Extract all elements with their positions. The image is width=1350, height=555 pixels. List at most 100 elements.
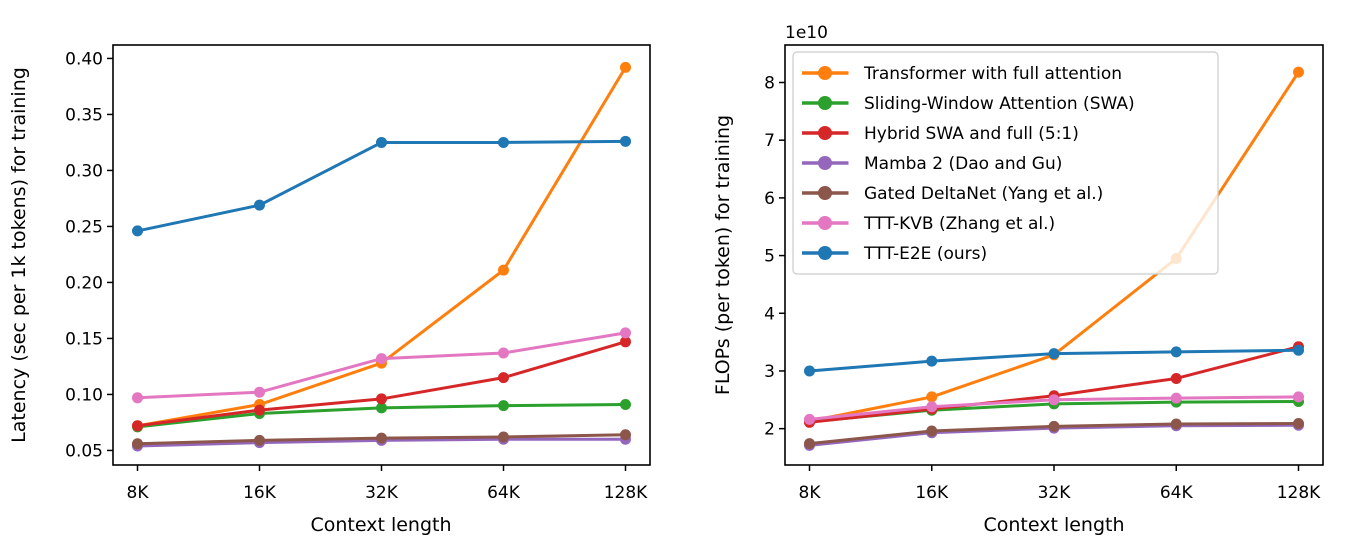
y-tick-label: 8	[764, 74, 775, 94]
series-marker	[804, 413, 815, 425]
legend-item-label: Hybrid SWA and full (5:1)	[864, 124, 1079, 144]
series-marker	[498, 372, 509, 384]
series-marker	[132, 225, 143, 237]
y-tick-label: 5	[764, 247, 775, 267]
series-marker	[498, 136, 509, 148]
y-tick-label: 2	[764, 420, 775, 440]
series-marker	[926, 391, 938, 403]
legend-item: TTT-KVB (Zhang et al.)	[802, 214, 1055, 234]
legend-item: Mamba 2 (Dao and Gu)	[802, 154, 1062, 174]
y-tick-label: 7	[764, 131, 775, 151]
series-marker	[1170, 392, 1182, 404]
x-tick-label: 16K	[243, 483, 277, 503]
series-marker	[804, 438, 815, 450]
y-tick-label: 0.10	[65, 385, 103, 405]
legend-item: Sliding-Window Attention (SWA)	[802, 94, 1135, 114]
series-marker	[132, 420, 143, 432]
legend-item: TTT-E2E (ours)	[802, 244, 987, 264]
series-marker	[498, 347, 509, 359]
y-tick-label: 0.40	[65, 49, 103, 69]
legend-item-label: TTT-KVB (Zhang et al.)	[863, 214, 1055, 234]
series-marker	[1293, 391, 1304, 403]
series-marker	[132, 392, 143, 404]
y-axis-offset-text: 1e10	[785, 23, 828, 43]
series-marker	[1293, 66, 1304, 78]
series-marker	[804, 365, 815, 377]
series-marker	[498, 400, 509, 412]
right-y-axis-label: FLOPs (per token) for training	[712, 115, 734, 395]
series-marker	[376, 432, 387, 444]
legend-item: Gated DeltaNet (Yang et al.)	[802, 184, 1103, 204]
legend-item: Hybrid SWA and full (5:1)	[802, 124, 1079, 144]
plot-frame	[112, 44, 651, 466]
series-marker	[376, 353, 387, 365]
series-marker	[254, 199, 265, 211]
series-marker	[376, 402, 387, 414]
legend-item-label: Gated DeltaNet (Yang et al.)	[864, 184, 1103, 204]
series-marker	[620, 61, 631, 73]
legend-box	[792, 51, 1219, 275]
right-x-axis-label: Context length	[983, 514, 1124, 536]
series-marker	[620, 327, 631, 339]
series-marker	[926, 355, 938, 367]
x-tick-label: 32K	[365, 483, 399, 503]
x-tick-label: 8K	[799, 483, 822, 503]
plot-area-flops: 2 3 4 5 6 7 8 8K 16K 32K 64K 128K Transformer with f…	[764, 44, 1324, 503]
legend-marker	[818, 156, 832, 170]
legend-item-label: Sliding-Window Attention (SWA)	[864, 94, 1135, 114]
y-tick-label: 0.15	[65, 329, 103, 349]
series-marker	[620, 429, 631, 441]
legend-marker	[818, 216, 832, 230]
legend-item-label: Transformer with full attention	[863, 64, 1122, 84]
series-line	[136, 65, 627, 428]
y-tick-label: 0.30	[65, 161, 103, 181]
plot-frame	[784, 44, 1324, 466]
series-marker	[926, 401, 938, 413]
x-tick-label: 32K	[1038, 483, 1072, 503]
series-marker	[1293, 417, 1304, 429]
series-line	[136, 139, 627, 233]
series-marker	[376, 393, 387, 405]
legend-marker	[818, 66, 832, 80]
y-tick-label: 0.05	[65, 441, 103, 461]
plot-area-latency: 0.05 0.10 0.15 0.20 0.25 0.30 0.35 0.40 8K 16K 32K…	[65, 44, 651, 503]
left-y-axis-label: Latency (sec per 1k tokens) for training	[8, 67, 30, 443]
legend-marker	[818, 126, 832, 140]
series-marker	[1293, 344, 1304, 356]
series-marker	[254, 386, 265, 398]
x-tick-label: 64K	[1160, 483, 1194, 503]
legend-marker	[818, 186, 832, 200]
y-tick-label: 0.35	[65, 105, 103, 125]
legend-marker	[818, 96, 832, 110]
y-tick-label: 6	[764, 189, 775, 209]
left-x-axis-label: Context length	[310, 514, 451, 536]
y-tick-label: 4	[764, 304, 775, 324]
legend-item-label: TTT-E2E (ours)	[863, 244, 987, 264]
x-tick-label: 128K	[1277, 483, 1321, 503]
series-marker	[1170, 346, 1182, 358]
series-marker	[620, 135, 631, 147]
y-tick-label: 0.25	[65, 217, 103, 237]
series-marker	[498, 431, 509, 443]
series-marker	[1170, 418, 1182, 430]
series-marker	[498, 264, 509, 276]
x-tick-label: 16K	[915, 483, 949, 503]
series-marker	[132, 438, 143, 450]
series-marker	[926, 425, 938, 437]
series-marker	[1170, 372, 1182, 384]
legend-marker	[818, 246, 832, 260]
series-marker	[1048, 348, 1060, 360]
series-marker	[1048, 394, 1060, 406]
y-tick-label: 0.20	[65, 273, 103, 293]
series-marker	[376, 136, 387, 148]
series-marker	[620, 336, 631, 348]
x-tick-label: 128K	[604, 483, 648, 503]
y-tick-label: 3	[764, 362, 775, 382]
series-marker	[254, 434, 265, 446]
series-marker	[254, 404, 265, 416]
x-tick-label: 64K	[487, 483, 521, 503]
series-marker	[620, 399, 631, 411]
legend: Transformer with full attention Sliding-W…	[792, 51, 1219, 275]
